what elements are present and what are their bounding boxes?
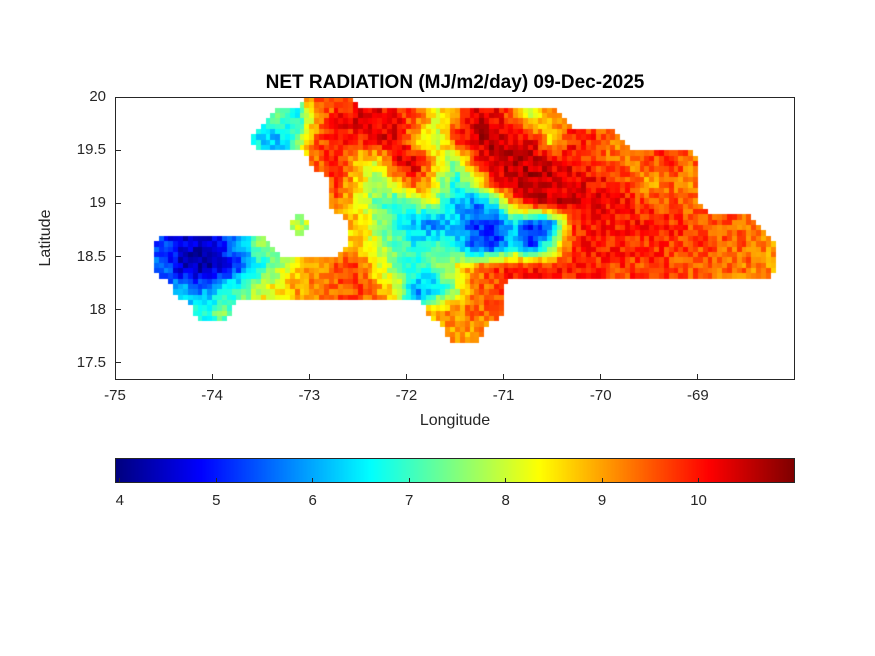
colorbar-tick-label: 7 [405,492,414,509]
colorbar-tick-label: 4 [115,492,124,509]
x-axis-label: Longitude [419,412,491,429]
y-tick-label: 17.5 [76,353,106,371]
colorbar-gradient-canvas [116,459,794,482]
y-tick-label: 20 [89,88,106,105]
y-tick-mark [116,96,121,98]
x-tick-label: -73 [298,387,321,404]
y-tick-mark [116,256,121,258]
x-tick-label: -72 [395,387,418,404]
colorbar-tick-mark [312,478,314,482]
colorbar-tick-mark [215,478,217,482]
x-tick-label: -70 [589,387,612,404]
colorbar-tick-mark [505,478,507,482]
x-tick-label: -74 [201,387,223,404]
y-tick-mark [116,202,121,204]
x-tick-label: -75 [104,387,126,404]
y-tick-label: 18.5 [76,247,106,265]
x-tick-mark [405,374,407,379]
x-tick-mark [211,374,213,379]
y-tick-label: 19 [89,194,106,212]
radiation-heatmap-canvas [115,97,795,380]
x-tick-mark [600,374,602,379]
colorbar-tick-label: 10 [690,492,707,509]
y-tick-mark [116,149,121,151]
colorbar-tick-label: 8 [501,492,510,509]
colorbar-tick-label: 5 [212,492,221,509]
y-tick-label: 18 [89,300,106,318]
x-tick-mark [697,374,699,379]
x-tick-mark [503,374,505,379]
y-tick-mark [116,362,121,364]
x-tick-mark [114,374,116,379]
y-tick-label: 19.5 [76,141,106,159]
x-tick-mark [308,374,310,379]
y-tick-mark [116,309,121,311]
colorbar-tick-mark [601,478,603,482]
chart-title: NET RADIATION (MJ/m2/day) 09-Dec-2025 [265,72,645,93]
colorbar-tick-label: 6 [308,492,317,509]
colorbar-tick-mark [119,478,121,482]
x-tick-label: -69 [687,387,709,404]
colorbar-tick-mark [698,478,700,482]
colorbar-tick-label: 9 [597,492,607,509]
colorbar-tick-mark [408,478,410,482]
colorbar [115,458,795,483]
x-tick-label: -71 [492,387,515,404]
